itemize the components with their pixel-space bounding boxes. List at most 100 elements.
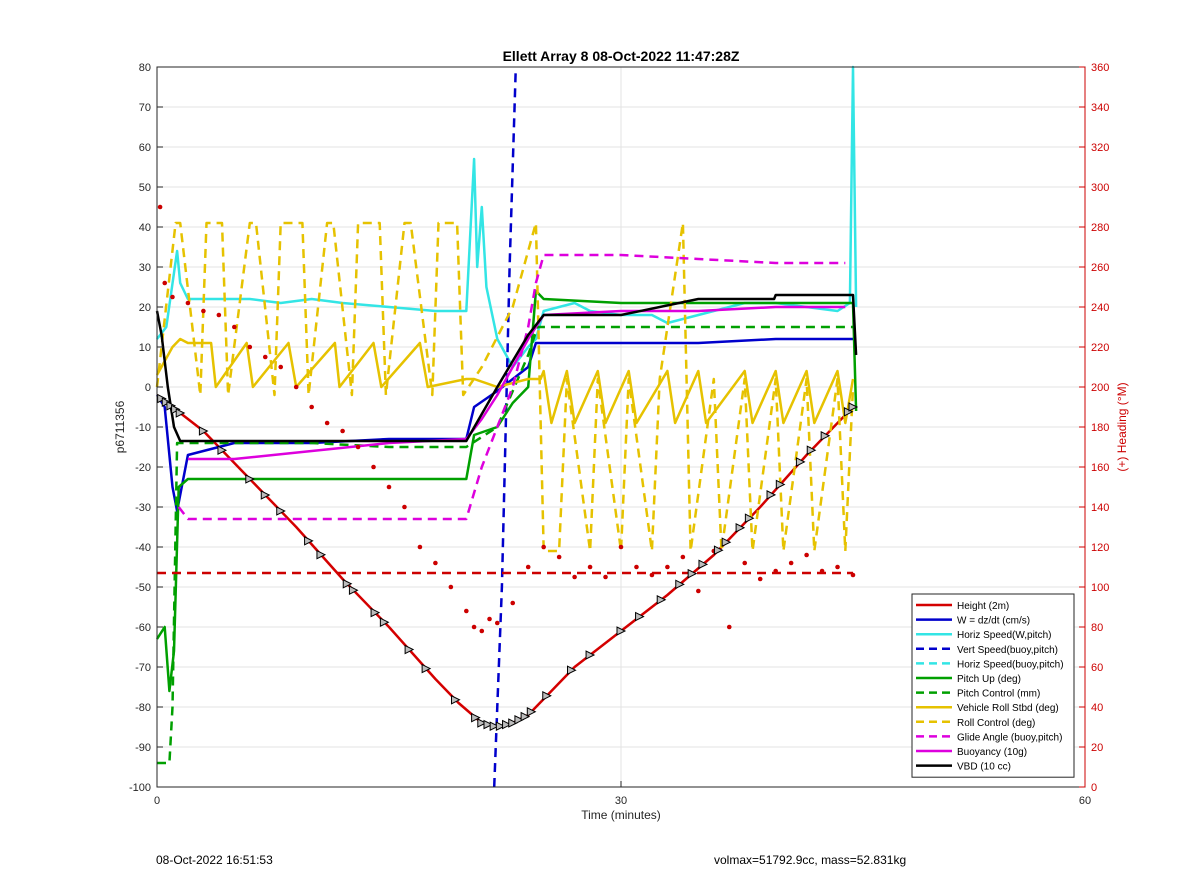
waypoint-marker — [616, 626, 627, 636]
heading-point — [170, 294, 175, 300]
footer-timestamp: 08-Oct-2022 16:51:53 — [156, 853, 273, 867]
chart-title: Ellett Array 8 08-Oct-2022 11:47:28Z — [503, 48, 740, 64]
y-tick-label: 30 — [139, 262, 151, 274]
series-heading — [157, 204, 856, 634]
waypoint-marker — [489, 721, 500, 732]
y-tick-label: -20 — [135, 462, 151, 474]
heading-point — [324, 420, 330, 426]
y-tick-label: -70 — [135, 662, 151, 674]
series-vbd-10-cc — [155, 293, 858, 443]
heading-point — [572, 574, 577, 580]
series-glide-angle-buoy-pitch — [177, 253, 846, 521]
waypoint-marker — [471, 712, 481, 723]
waypoint-marker — [495, 721, 506, 732]
heading-point — [309, 404, 314, 410]
heading-point — [201, 308, 206, 314]
heading-point — [835, 564, 840, 570]
y-tick-label: -30 — [135, 502, 151, 514]
y-tick-label: 70 — [139, 102, 151, 114]
legend-entry: Pitch Up (deg) — [957, 674, 1021, 685]
waypoint-marker — [477, 718, 487, 728]
heading-point — [804, 552, 809, 558]
x-tick-label: 30 — [615, 795, 627, 807]
heading-point — [494, 620, 500, 626]
waypoint-marker — [675, 579, 685, 590]
legend-entry: VBD (10 cc) — [957, 762, 1011, 773]
y2-tick-label: 140 — [1091, 502, 1109, 514]
waypoint-marker — [735, 522, 746, 533]
y2-tick-label: 260 — [1091, 262, 1109, 274]
y2-axis-label: (+) Heading (°M) — [1115, 382, 1129, 471]
y-tick-label: 20 — [139, 302, 151, 314]
heading-point — [603, 574, 608, 580]
waypoint-marker — [260, 490, 271, 500]
y-tick-label: 10 — [139, 342, 151, 354]
waypoint-marker — [217, 445, 228, 456]
waypoint-marker — [848, 402, 859, 412]
y2-tick-label: 40 — [1091, 702, 1103, 714]
heading-point — [587, 564, 593, 570]
waypoint-markers — [157, 393, 859, 732]
waypoint-marker — [526, 706, 537, 717]
heading-point — [417, 544, 423, 550]
heading-point — [293, 384, 299, 390]
x-tick-label: 0 — [154, 795, 160, 807]
y2-tick-label: 280 — [1091, 222, 1109, 234]
heading-point — [742, 560, 748, 566]
y-tick-label: 80 — [139, 62, 151, 74]
heading-point — [726, 624, 732, 630]
y-tick-label: 60 — [139, 142, 151, 154]
waypoint-marker — [175, 408, 186, 418]
waypoint-marker — [483, 719, 494, 730]
legend: Height (2m) W = dz/dt (cm/s) Horiz Speed(W… — [911, 593, 1075, 778]
waypoint-marker — [245, 474, 255, 484]
series-buoyancy-10g — [187, 305, 846, 461]
waypoint-marker — [276, 506, 286, 516]
heading-point — [386, 484, 392, 490]
waypoint-marker — [795, 457, 806, 467]
waypoint-marker — [342, 578, 353, 589]
heading-point — [448, 584, 454, 590]
legend-entry: Vert Speed(buoy,pitch) — [957, 645, 1058, 656]
waypoint-marker — [806, 445, 817, 456]
waypoint-marker — [198, 426, 209, 436]
waypoint-marker — [820, 430, 831, 441]
heading-point — [757, 576, 763, 582]
y2-tick-label: 180 — [1091, 422, 1109, 434]
y-tick-label: -90 — [135, 742, 151, 754]
y2-tick-label: 0 — [1091, 782, 1097, 794]
y-tick-label: -40 — [135, 542, 151, 554]
heading-point — [247, 344, 253, 350]
y2-tick-label: 120 — [1091, 542, 1109, 554]
waypoint-marker — [843, 406, 854, 417]
y2-tick-label: 300 — [1091, 182, 1109, 194]
legend-entry: Roll Control (deg) — [957, 718, 1035, 729]
waypoint-marker — [316, 549, 327, 560]
y2-tick-label: 80 — [1091, 622, 1103, 634]
waypoint-marker — [161, 397, 172, 408]
legend-entry: W = dz/dt (cm/s) — [957, 616, 1030, 627]
waypoint-marker — [370, 607, 381, 618]
y2-tick-label: 240 — [1091, 302, 1109, 314]
x-tick-label: 60 — [1079, 795, 1091, 807]
heading-point — [634, 564, 639, 570]
heading-point — [464, 608, 469, 614]
legend-entry: Glide Angle (buoy,pitch) — [957, 732, 1062, 743]
heading-point — [232, 324, 237, 330]
heading-point — [433, 560, 438, 566]
series-roll-control-deg — [155, 221, 855, 553]
waypoint-marker — [348, 585, 359, 596]
legend-entry: Pitch Control (mm) — [957, 689, 1040, 700]
y2-tick-label: 220 — [1091, 342, 1109, 354]
y2-tick-label: 200 — [1091, 382, 1109, 394]
footer-vehicle-info: volmax=51792.9cc, mass=52.831kg — [714, 853, 907, 867]
heading-point — [340, 428, 345, 434]
waypoint-marker — [713, 545, 724, 556]
y2-tick-label: 20 — [1091, 742, 1103, 754]
heading-point — [402, 504, 407, 510]
heading-point — [371, 464, 376, 470]
waypoint-marker — [687, 568, 698, 579]
y-tick-label: 0 — [145, 382, 151, 394]
heading-point — [788, 560, 794, 566]
